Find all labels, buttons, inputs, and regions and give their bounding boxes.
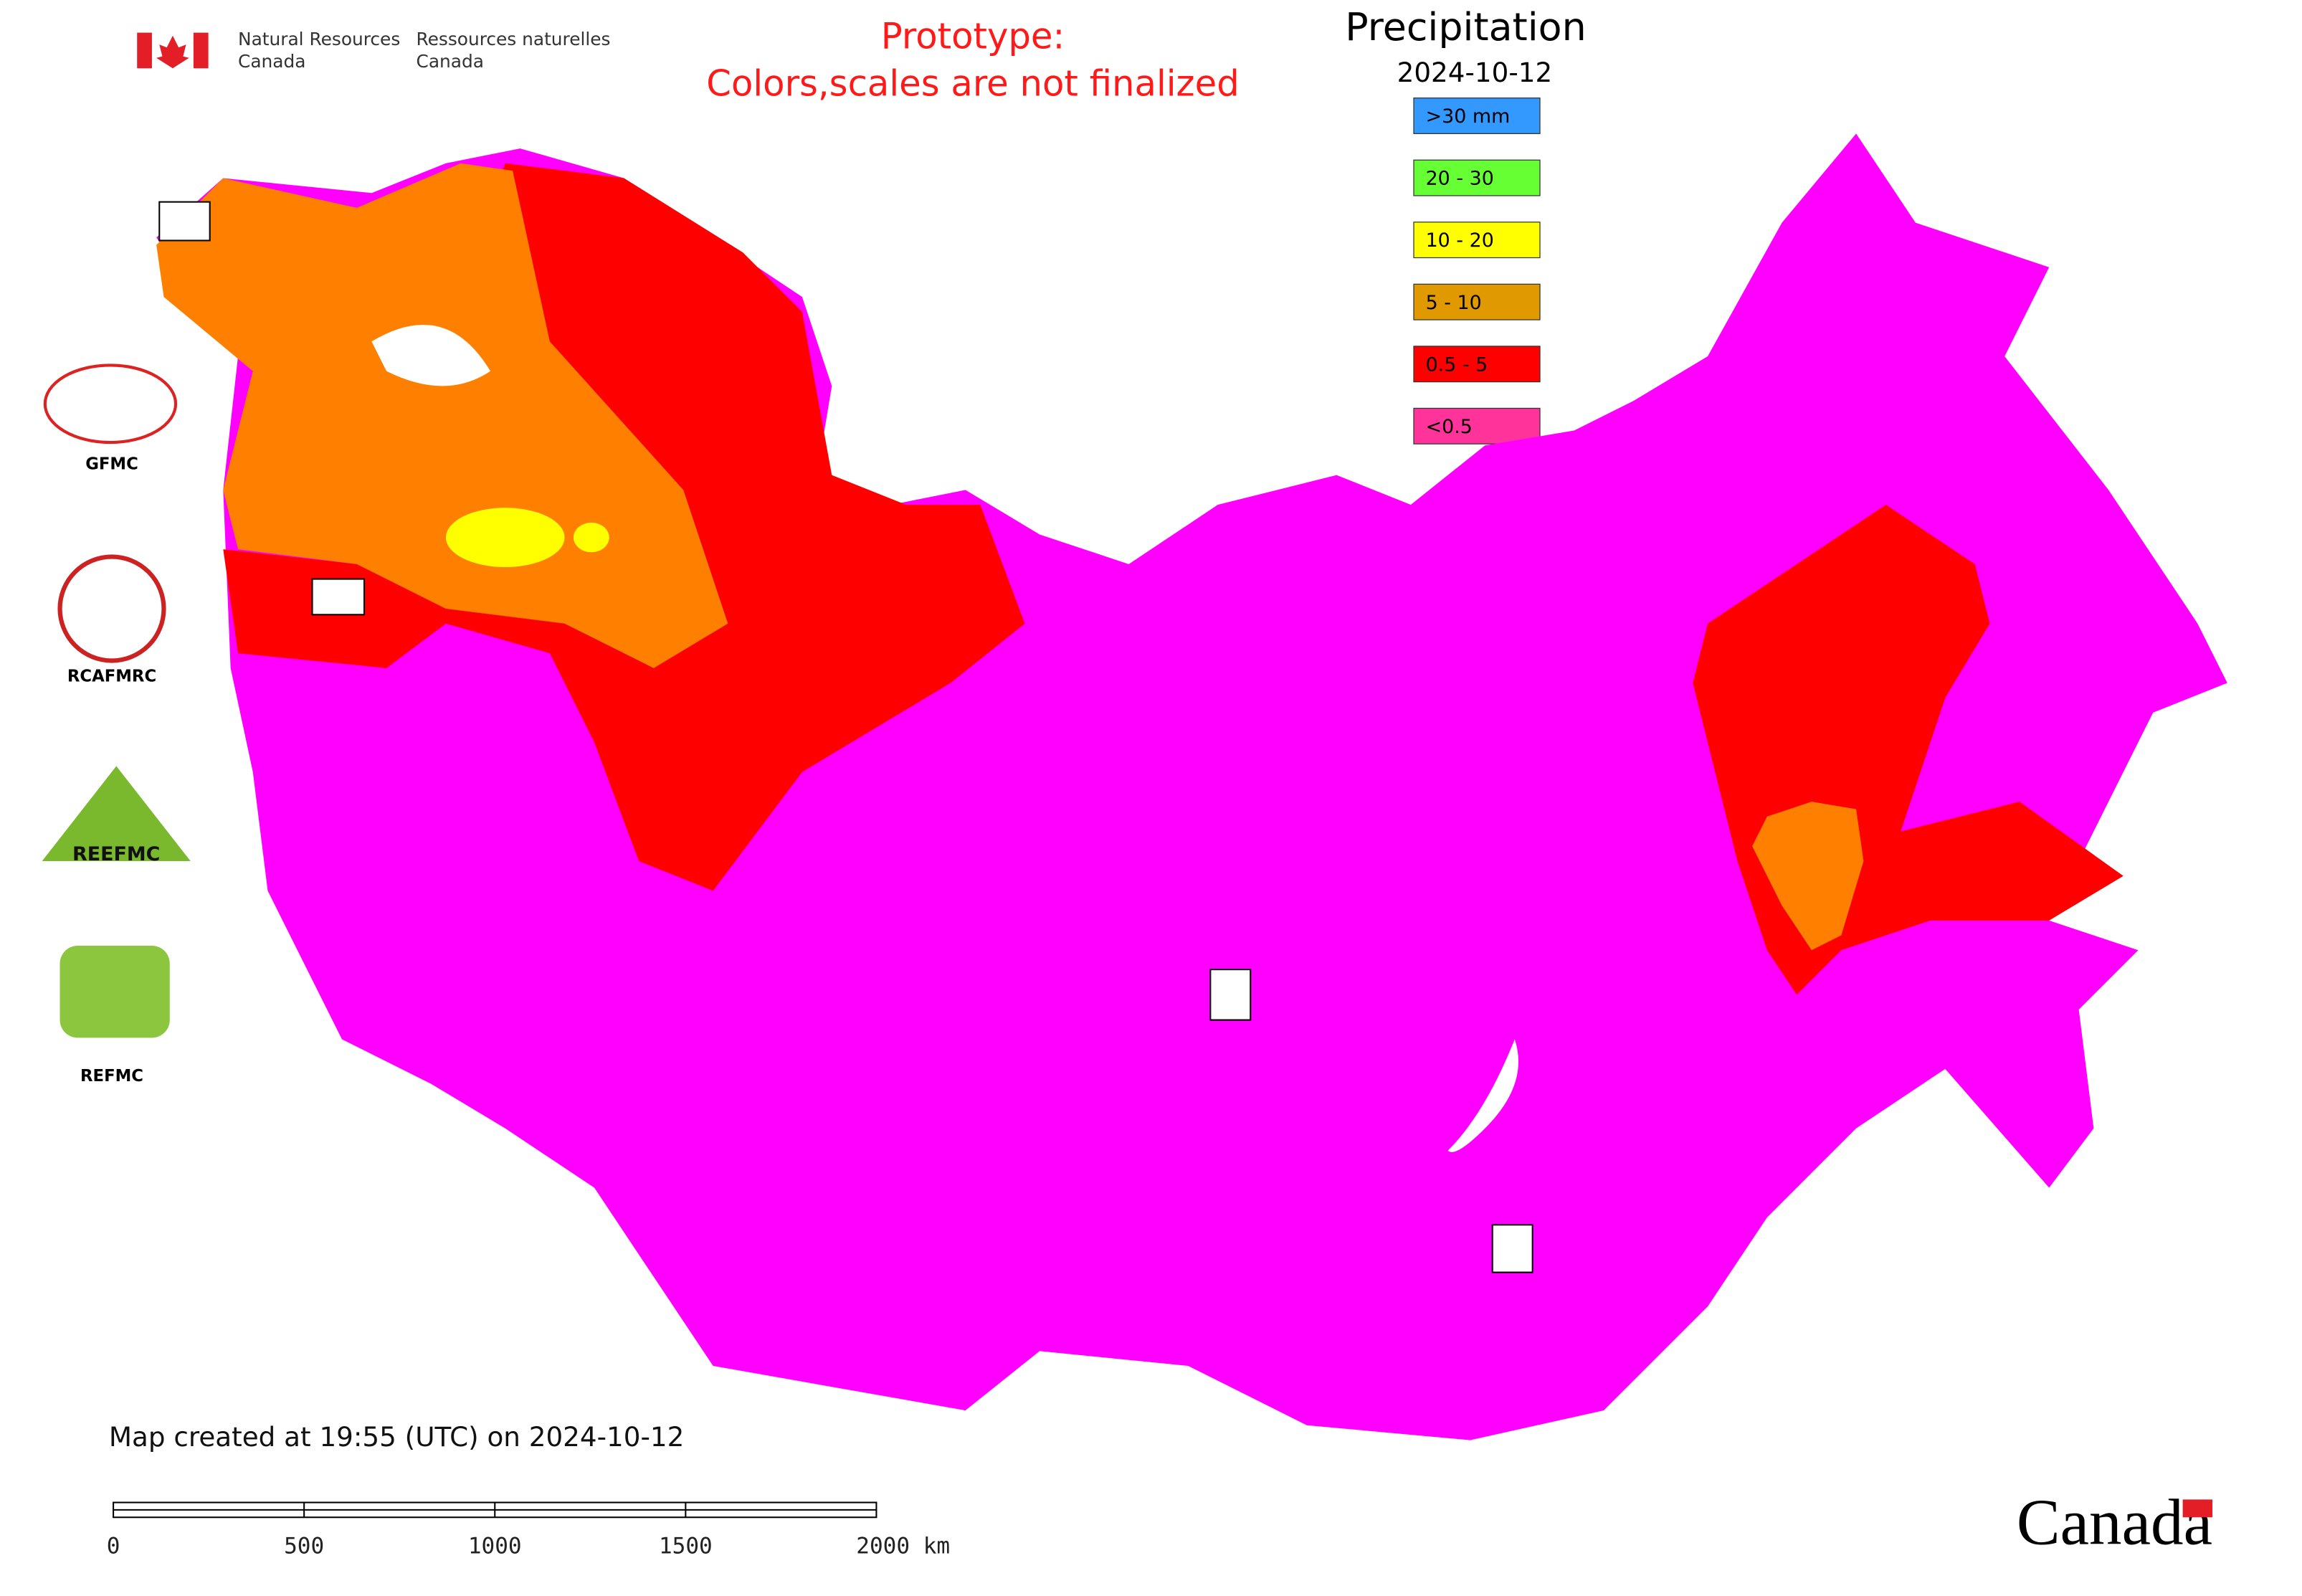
logo [42, 766, 191, 862]
legend-swatch [1413, 283, 1541, 320]
wordmark-flag [2182, 1499, 2213, 1518]
scale-label: 1000 [468, 1534, 522, 1559]
logo-label: REEFMC [72, 843, 160, 865]
logos: GFMC RCAFMRC REEFMC REFMC [42, 201, 1533, 1273]
region [445, 508, 565, 568]
scale-label: 1500 [659, 1534, 713, 1559]
legend-swatch [1413, 222, 1541, 259]
logo-icon [1209, 969, 1252, 1021]
legend-swatch [1413, 98, 1541, 134]
legend-label: 10 - 20 [1426, 229, 1494, 252]
legend-swatch [1413, 346, 1541, 383]
logo [60, 946, 170, 1038]
legend-label: <0.5 [1426, 416, 1473, 438]
agency-en: Natural Resources [238, 29, 400, 49]
sea [371, 324, 491, 386]
agency-en: Canada [238, 51, 305, 72]
lake-baikal [1447, 1039, 1518, 1152]
logo-icon [158, 201, 211, 242]
logo [43, 364, 178, 445]
logo-icon [311, 578, 366, 616]
legend-label: 20 - 30 [1426, 168, 1494, 190]
legend-swatch [1413, 407, 1541, 445]
region [1752, 802, 1864, 951]
scale-label: 0 [107, 1534, 120, 1559]
legend-label: 0.5 - 5 [1426, 353, 1488, 376]
legend-label: 5 - 10 [1426, 292, 1482, 314]
scale-label: 500 [284, 1534, 324, 1559]
map [156, 133, 2227, 1440]
created-note: Map created at 19:55 (UTC) on 2024-10-12 [109, 1421, 684, 1453]
notice: Prototype: [881, 15, 1065, 57]
legend-swatch [1413, 159, 1541, 196]
logo-label: GFMC [85, 455, 138, 474]
scale-label: 2000 km [856, 1534, 950, 1559]
notice: Colors,scales are not finalized [706, 63, 1239, 105]
logo-label: REFMC [80, 1067, 143, 1086]
agency-fr: Ressources naturelles [417, 29, 611, 49]
agency-fr: Canada [417, 51, 484, 72]
flag-bar [193, 32, 209, 69]
legend-date: 2024-10-12 [1397, 57, 1553, 88]
legend-title: Precipitation [1345, 4, 1586, 49]
logo-label: RCAFMRC [67, 668, 156, 686]
maple-leaf [156, 35, 189, 69]
agency-signature: Natural Resources Canada Ressources natu… [137, 29, 611, 72]
logo-icon [1491, 1224, 1533, 1273]
wordmark: Canada [2017, 1486, 2212, 1559]
region [573, 522, 609, 553]
scale-bar: 0 500 1000 1500 2000 km [107, 1501, 950, 1559]
logo [57, 554, 166, 663]
legend: >30 mm 20 - 30 10 - 20 5 - 10 0.5 - 5 <0.5 [1413, 98, 1541, 445]
legend-label: >30 mm [1426, 105, 1511, 128]
flag-bar [137, 32, 152, 69]
